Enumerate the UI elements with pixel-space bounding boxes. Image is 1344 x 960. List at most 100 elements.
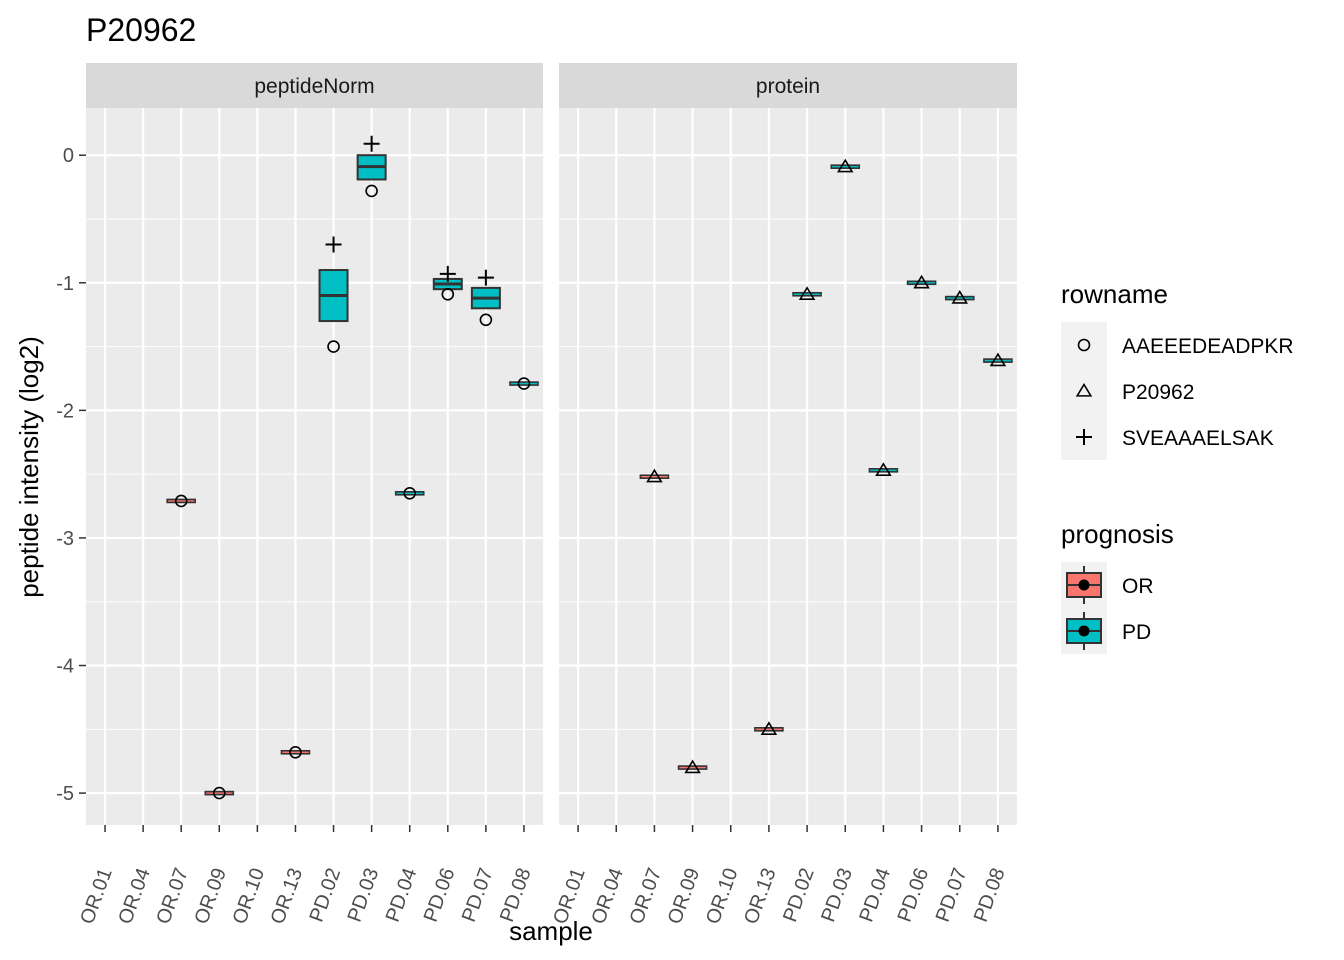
legend-label: PD [1122, 621, 1151, 644]
box-PD.08 [509, 381, 539, 386]
box-PD.06 [906, 280, 937, 286]
box-PD.04 [868, 468, 899, 473]
legend-title-rowname: rowname [1061, 279, 1168, 309]
facet-strip [559, 63, 1017, 108]
box-PD.02 [792, 291, 822, 297]
x-tick-label: OR.07 [626, 865, 666, 927]
point-aaeeedeadpkr [479, 313, 493, 327]
box-median [166, 498, 197, 504]
y-tick-label: -2 [56, 400, 74, 422]
legends: rowname AAEEEDEADPKR P20962 SVEAAAELSAK prog… [1061, 279, 1294, 654]
point-p20962 [646, 468, 663, 483]
point-p20962 [837, 158, 854, 173]
point-aaeeedeadpkr [327, 340, 340, 353]
point-aaeeedeadpkr [289, 745, 302, 759]
y-tick-label: -3 [56, 528, 74, 550]
x-tick-label: OR.10 [229, 865, 269, 927]
x-tick-label: OR.09 [191, 865, 231, 927]
facet-panels: 0-1-2-3-4-5peptideNormOR.01OR.04OR.07OR.… [56, 63, 1017, 927]
box-median [754, 727, 784, 732]
x-tick-label: PD.04 [855, 865, 895, 925]
x-tick-label: OR.09 [664, 865, 704, 927]
y-tick-label: -4 [56, 656, 74, 678]
point-aaeeedeadpkr [365, 184, 378, 198]
x-tick-label: PD.07 [932, 865, 972, 925]
point-p20962 [798, 286, 816, 300]
point-p20962 [684, 759, 701, 774]
point-sveaaaelsak [325, 236, 342, 253]
point-aaeeedeadpkr [174, 494, 188, 508]
x-axis-label: sample [509, 916, 593, 946]
legend-title-prognosis: prognosis [1061, 519, 1174, 549]
chart-title: P20962 [86, 12, 196, 48]
x-tick-label: PD.08 [970, 865, 1010, 925]
point-p20962 [875, 462, 892, 477]
box-OR.09 [677, 765, 708, 770]
x-tick-label: PD.03 [344, 865, 384, 925]
legend-key-triangle [1075, 382, 1093, 397]
facet-protein: proteinOR.01OR.04OR.07OR.09OR.10OR.13PD.… [549, 63, 1017, 927]
x-tick-label: OR.01 [76, 865, 116, 927]
x-tick-label: OR.07 [152, 865, 192, 927]
box-PD.02 [318, 269, 349, 323]
point-p20962 [760, 721, 778, 735]
box-OR.09 [204, 790, 235, 796]
facet-strip-label: peptideNorm [254, 75, 374, 98]
point-sveaaaelsak [477, 269, 494, 286]
box-median [204, 790, 235, 796]
facet-strip-label: protein [756, 75, 820, 98]
box-OR.13 [754, 727, 784, 732]
x-tick-label: OR.13 [740, 865, 780, 927]
box-PD.07 [470, 286, 501, 310]
facet-peptideNorm: peptideNorm OR.01OR.04OR.07OR.09OR.10OR.1… [76, 63, 543, 927]
box-PD.04 [394, 490, 425, 496]
box-PD.08 [983, 358, 1013, 363]
box-median [677, 765, 708, 770]
panel-background [559, 108, 1017, 825]
panel-background [86, 108, 543, 825]
legend-key-plus [1076, 429, 1092, 445]
box-median [509, 381, 539, 386]
point-p20962 [951, 290, 968, 304]
x-tick-label: PD.07 [458, 865, 498, 925]
box-median [830, 164, 861, 169]
point-aaeeedeadpkr [212, 786, 226, 800]
x-tick-label: PD.03 [817, 865, 857, 925]
box-PD.03 [356, 154, 387, 181]
y-tick-label: 0 [63, 145, 74, 167]
x-tick-label: OR.04 [588, 865, 628, 927]
legend-key-box-pd [1066, 612, 1102, 650]
box-PD.07 [944, 295, 975, 301]
x-tick-label: OR.13 [267, 865, 307, 927]
legend-label: SVEAAAELSAK [1122, 427, 1274, 450]
box-median [639, 474, 670, 480]
x-tick-label: PD.06 [894, 865, 934, 925]
point-aaeeedeadpkr [441, 287, 455, 301]
point-aaeeedeadpkr [403, 486, 417, 500]
x-tick-label: PD.02 [306, 865, 346, 925]
x-tick-label: OR.04 [114, 865, 154, 927]
box-median [792, 291, 822, 297]
x-tick-label: PD.06 [420, 865, 460, 925]
y-tick-label: -1 [56, 273, 74, 295]
box-median [394, 490, 425, 496]
point-sveaaaelsak [439, 265, 456, 282]
box-median [983, 358, 1013, 363]
y-tick-label: -5 [56, 783, 74, 805]
box-OR.13 [280, 749, 311, 755]
facet-strip [86, 63, 543, 108]
x-tick-label: OR.10 [702, 865, 742, 927]
box-median [906, 280, 937, 286]
point-p20962 [913, 274, 930, 289]
point-sveaaaelsak [363, 135, 380, 152]
legend-label: AAEEEDEADPKR [1122, 335, 1294, 358]
box-OR.07 [166, 498, 197, 504]
box-median [868, 468, 899, 473]
legend-key-box-or [1066, 566, 1102, 604]
box-median [944, 295, 975, 301]
legend-key-circle [1077, 338, 1091, 352]
x-tick-label: PD.02 [779, 865, 819, 925]
point-p20962 [989, 352, 1007, 367]
legend-label: P20962 [1122, 381, 1194, 404]
